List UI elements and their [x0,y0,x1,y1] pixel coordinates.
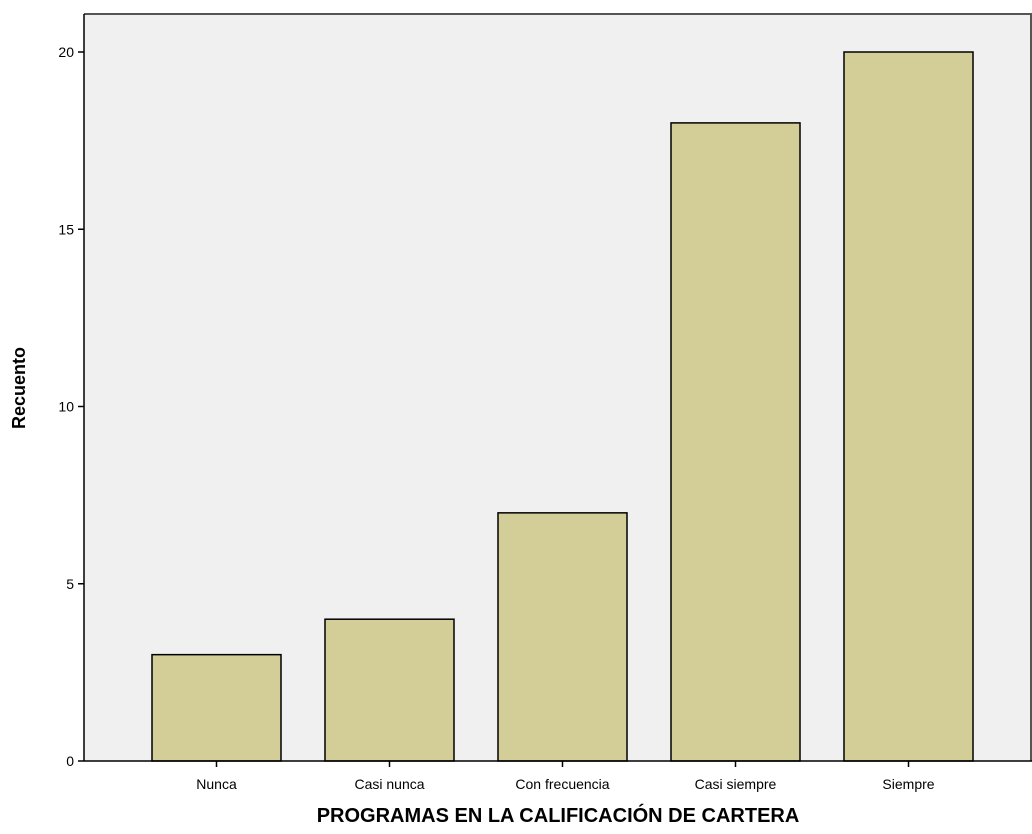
plot-frame [84,13,1032,761]
bar-con-frecuencia [497,512,628,762]
y-tick-label: 10 [58,399,74,415]
x-axis-title: PROGRAMAS EN LA CALIFICACIÓN DE CARTERA [317,803,800,827]
x-tick-label: Casi nunca [354,776,424,792]
bar-siempre [843,51,974,762]
y-tick-label: 20 [58,44,74,60]
x-tick-label: Casi siempre [695,776,777,792]
y-axis: 0 5 10 15 20 [58,14,85,769]
x-tick-label: Nunca [196,776,237,792]
y-axis-title: Recuento [9,347,29,429]
bar-casi-nunca [324,618,455,762]
y-tick-label: 0 [66,753,74,769]
bars-group [151,51,974,762]
y-tick-label: 5 [66,576,74,592]
bar-casi-siempre [670,122,801,762]
x-tick-label: Siempre [882,776,934,792]
y-tick-label: 15 [58,221,74,237]
bar-nunca [151,653,282,762]
x-axis: Nunca Casi nunca Con frecuencia Casi siempr… [84,760,1032,792]
x-tick-label: Con frecuencia [515,776,609,792]
